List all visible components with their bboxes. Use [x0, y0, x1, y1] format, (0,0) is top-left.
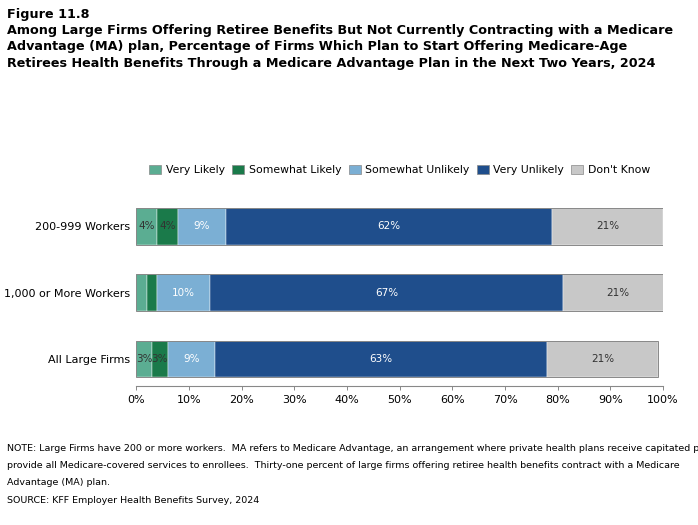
Bar	[210, 275, 563, 311]
Text: 9%: 9%	[183, 354, 200, 364]
Bar	[178, 208, 225, 245]
Bar	[157, 208, 178, 245]
Bar	[168, 341, 215, 377]
Text: 62%: 62%	[378, 221, 401, 231]
Text: 4%: 4%	[159, 221, 176, 231]
Text: 21%: 21%	[596, 221, 619, 231]
Bar	[215, 341, 547, 377]
Text: Advantage (MA) plan.: Advantage (MA) plan.	[7, 478, 110, 487]
Text: 63%: 63%	[370, 354, 393, 364]
Legend: Very Likely, Somewhat Likely, Somewhat Unlikely, Very Unlikely, Don't Know: Very Likely, Somewhat Likely, Somewhat U…	[145, 160, 654, 179]
Bar	[136, 208, 157, 245]
Text: provide all Medicare-covered services to enrollees.  Thirty-one percent of large: provide all Medicare-covered services to…	[7, 461, 680, 470]
Text: 9%: 9%	[194, 221, 210, 231]
Bar	[136, 275, 147, 311]
Text: Among Large Firms Offering Retiree Benefits But Not Currently Contracting with a: Among Large Firms Offering Retiree Benef…	[7, 24, 673, 70]
Text: Figure 11.8: Figure 11.8	[7, 8, 89, 21]
Text: 4%: 4%	[138, 221, 155, 231]
Text: 21%: 21%	[607, 288, 630, 298]
Text: 10%: 10%	[172, 288, 195, 298]
Bar	[152, 341, 168, 377]
Bar	[136, 341, 152, 377]
Text: 21%: 21%	[591, 354, 614, 364]
Text: SOURCE: KFF Employer Health Benefits Survey, 2024: SOURCE: KFF Employer Health Benefits Sur…	[7, 496, 259, 505]
Bar	[147, 275, 157, 311]
Text: 3%: 3%	[136, 354, 152, 364]
Bar	[552, 208, 663, 245]
Bar	[547, 341, 658, 377]
Bar	[225, 208, 552, 245]
Text: 3%: 3%	[151, 354, 168, 364]
Text: 67%: 67%	[375, 288, 398, 298]
Bar	[563, 275, 674, 311]
Bar	[157, 275, 210, 311]
Text: NOTE: Large Firms have 200 or more workers.  MA refers to Medicare Advantage, an: NOTE: Large Firms have 200 or more worke…	[7, 444, 698, 453]
